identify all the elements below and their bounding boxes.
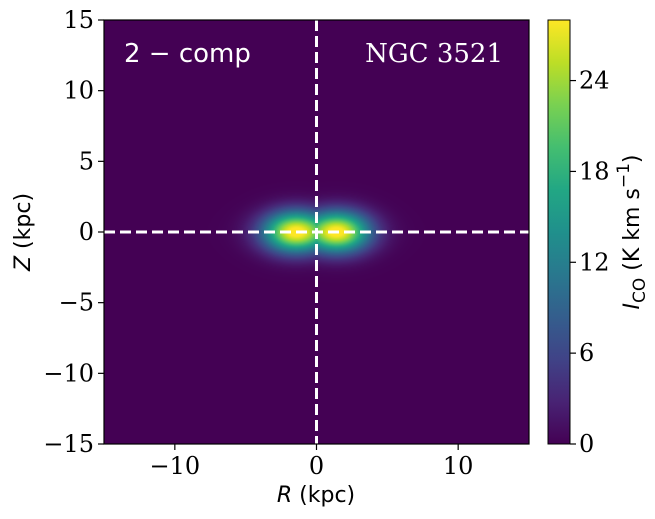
colorbar-ticks: 0 6 12 18 24 xyxy=(570,67,610,458)
x-axis-label: R (kpc) xyxy=(277,483,355,508)
y-tick-label: 15 xyxy=(63,6,94,34)
y-axis-ticks: 15 10 5 0 −5 −10 −15 xyxy=(43,6,104,458)
y-tick-label: 5 xyxy=(79,147,94,175)
model-annotation: 2 − comp xyxy=(124,39,251,69)
y-axis-label: Z (kpc) xyxy=(11,193,36,272)
x-tick-label: −10 xyxy=(150,452,201,480)
y-tick-label: −15 xyxy=(43,430,94,458)
colorbar-tick-label: 6 xyxy=(579,339,594,367)
galaxy-annotation: NGC 3521 xyxy=(365,39,503,69)
x-axis-ticks: −10 0 10 xyxy=(150,444,474,480)
x-tick-label: 0 xyxy=(309,452,324,480)
colorbar-tick-label: 0 xyxy=(579,430,594,458)
colorbar-label: ICO (K km s−1) xyxy=(614,154,650,309)
colorbar xyxy=(547,19,571,445)
y-tick-label: −10 xyxy=(43,359,94,387)
colorbar-tick-label: 12 xyxy=(579,248,610,276)
x-tick-label: 10 xyxy=(443,452,474,480)
y-tick-label: −5 xyxy=(59,289,94,317)
y-tick-label: 10 xyxy=(63,77,94,105)
y-tick-label: 0 xyxy=(79,218,94,246)
colorbar-tick-label: 24 xyxy=(579,67,610,95)
colorbar-tick-label: 18 xyxy=(579,157,610,185)
